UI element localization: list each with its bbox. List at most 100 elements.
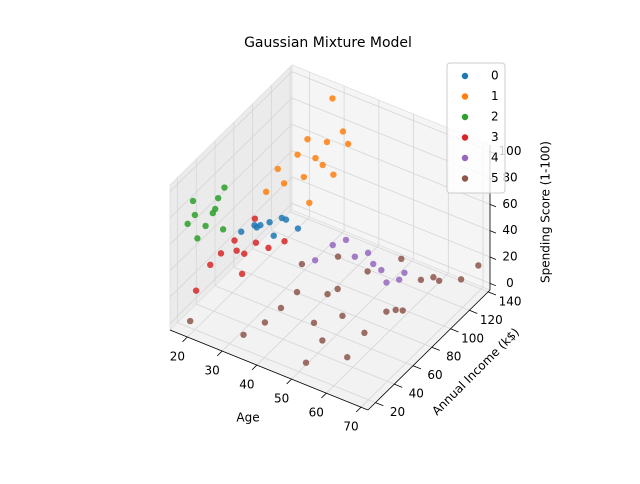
data-point (370, 260, 377, 268)
legend-marker (461, 93, 469, 100)
data-point (310, 319, 318, 327)
data-point (191, 211, 199, 219)
grid-line (187, 216, 310, 338)
data-point (399, 307, 406, 314)
data-point (231, 237, 238, 244)
data-point (364, 268, 371, 275)
grid-line (291, 176, 491, 258)
data-point (417, 276, 425, 284)
data-point (344, 354, 351, 361)
data-point (329, 95, 336, 102)
legend-label: 5 (491, 171, 499, 185)
grid-line (169, 176, 293, 298)
data-point (241, 250, 248, 257)
data-point (329, 241, 336, 249)
data-point (266, 219, 273, 226)
data-point (262, 188, 270, 196)
data-point (186, 317, 194, 325)
legend-marker (461, 134, 469, 141)
y-tick-label: 140 (499, 294, 522, 308)
data-point (344, 140, 352, 148)
x-axis-label: Age (236, 411, 259, 425)
x-axis-line (169, 329, 369, 411)
grid-line (169, 71, 293, 192)
data-point (293, 288, 301, 296)
data-point (300, 173, 308, 181)
x-tick-label: 70 (343, 420, 358, 434)
data-point (324, 290, 331, 298)
z-tick-label: 80 (502, 170, 517, 184)
data-point (339, 128, 347, 135)
tick-mark (489, 230, 497, 234)
tick-mark (450, 328, 459, 333)
grid-line (291, 258, 414, 380)
data-point (302, 359, 310, 366)
grid-line (169, 97, 293, 219)
data-point (311, 257, 319, 264)
x-tick-label: 60 (309, 406, 324, 420)
legend-marker (461, 72, 469, 80)
tick-mark (251, 364, 258, 371)
data-point (351, 253, 359, 260)
data-point (383, 308, 390, 315)
data-point (217, 250, 225, 257)
tick-mark (469, 309, 478, 314)
legend-label: 4 (491, 151, 499, 165)
legend-marker (461, 175, 469, 182)
data-point (257, 221, 264, 229)
tick-mark (286, 378, 292, 385)
x-tick-label: 30 (204, 364, 219, 378)
tick-mark (216, 350, 223, 357)
grid-line (291, 203, 491, 284)
grid-line (169, 150, 293, 271)
data-point (270, 232, 277, 239)
data-point (430, 274, 437, 281)
grid-line (360, 286, 484, 408)
data-point (282, 216, 290, 223)
data-point (219, 226, 227, 233)
z-tick-label: 60 (502, 197, 517, 211)
grid-line (252, 248, 451, 330)
tick-mark (182, 336, 188, 343)
tick-mark (489, 283, 497, 287)
tick-mark (375, 402, 384, 407)
data-point (189, 197, 197, 205)
grid-line (221, 230, 345, 352)
data-point (294, 151, 301, 158)
data-point (304, 135, 311, 143)
data-point (221, 184, 228, 191)
data-point (319, 161, 326, 169)
y-tick-label: 40 (409, 387, 424, 401)
data-point (392, 306, 399, 314)
z-tick-label: 20 (502, 250, 517, 264)
tick-mark (394, 383, 403, 388)
tick-mark (355, 406, 362, 413)
grid-line (256, 244, 380, 366)
data-point (233, 247, 240, 254)
data-point (280, 180, 288, 187)
y-tick-label: 80 (446, 350, 461, 364)
z-tick-label: 0 (506, 276, 514, 290)
y-tick-label: 100 (461, 331, 484, 345)
data-point (339, 312, 346, 320)
tick-mark (321, 392, 327, 399)
legend-label: 0 (491, 69, 499, 83)
data-point (251, 215, 259, 222)
legend-marker (461, 113, 469, 121)
grid-line (289, 211, 489, 293)
data-point (323, 138, 331, 146)
data-point (192, 287, 200, 294)
data-point (361, 329, 368, 337)
grid-line (177, 322, 376, 403)
data-point (330, 171, 337, 178)
data-point (238, 270, 246, 278)
data-point (342, 236, 350, 244)
data-point (261, 319, 269, 326)
x-tick-label: 50 (274, 392, 289, 406)
x-tick-label: 40 (239, 378, 254, 392)
data-point (252, 239, 260, 246)
data-point (312, 154, 319, 162)
y-tick-label: 60 (427, 368, 442, 382)
legend-box (446, 62, 506, 194)
